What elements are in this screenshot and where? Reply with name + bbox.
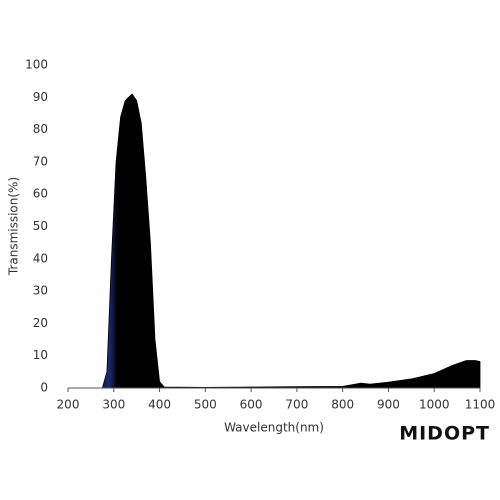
x-tick-label: 200 [57,398,80,412]
x-axis-label: Wavelength(nm) [224,421,324,435]
y-tick-label: 0 [40,381,48,395]
y-tick-label: 60 [33,187,48,201]
y-tick-label: 70 [33,154,48,168]
x-tick-label: 900 [377,398,400,412]
y-tick-label: 90 [33,90,48,104]
transmission-area [68,93,481,389]
y-tick-label: 30 [33,284,48,298]
x-tick-label: 700 [285,398,308,412]
x-tick-label: 1000 [419,398,450,412]
y-tick-label: 80 [33,122,48,136]
x-tick-label: 300 [102,398,125,412]
x-tick-label: 400 [148,398,171,412]
x-tick-label: 800 [331,398,354,412]
x-tick-label: 500 [194,398,217,412]
y-tick-label: 100 [25,58,48,72]
brand-logo: MIDOPT [399,423,490,445]
x-tick-label: 600 [240,398,263,412]
y-axis-label: Transmission(%) [7,177,21,276]
x-tick-label: 1100 [465,398,496,412]
y-tick-label: 20 [33,316,48,330]
y-tick-label: 40 [33,251,48,265]
y-tick-label: 50 [33,219,48,233]
y-tick-label: 10 [33,348,48,362]
